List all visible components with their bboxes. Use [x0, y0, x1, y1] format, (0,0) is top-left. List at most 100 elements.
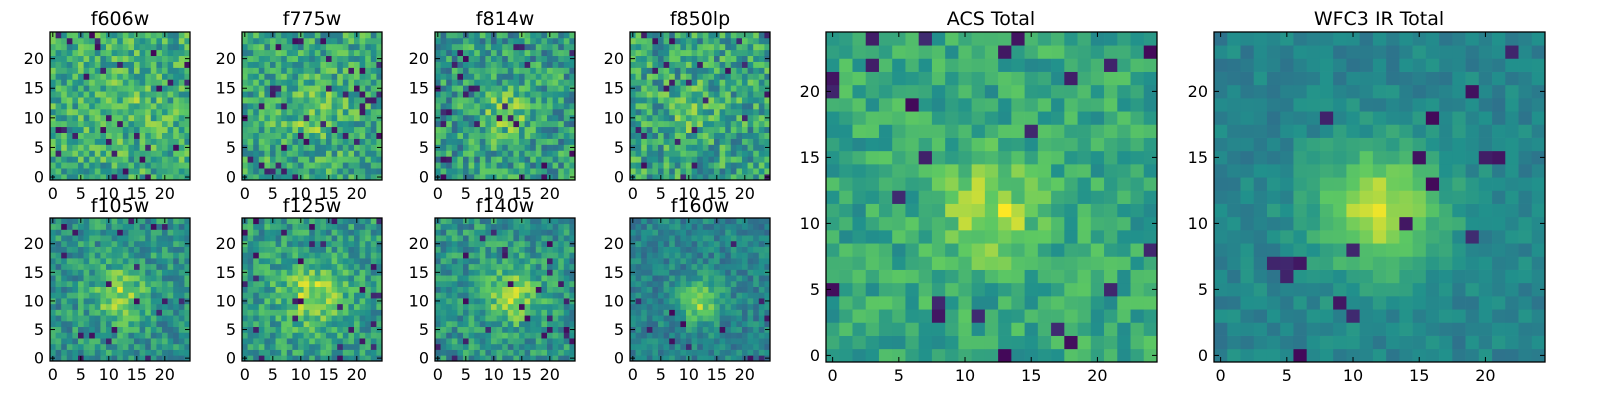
heatmap-cell [530, 144, 537, 151]
heatmap-cell [440, 79, 447, 86]
heatmap-cell [66, 49, 73, 57]
heatmap-cell [764, 303, 771, 310]
heatmap-cell [270, 240, 276, 247]
heatmap-cell [264, 108, 271, 116]
heatmap-cell [519, 120, 525, 128]
heatmap-cell [89, 269, 96, 276]
heatmap-cell [446, 258, 453, 265]
heatmap-cell [674, 126, 681, 133]
heatmap-cell [264, 85, 271, 92]
heatmap-cell [145, 85, 152, 92]
heatmap-cell [314, 97, 321, 104]
heatmap-cell [292, 269, 299, 276]
heatmap-cell [451, 280, 458, 287]
heatmap-cell [55, 156, 62, 163]
heatmap-cell [686, 320, 692, 328]
heatmap-cell [117, 338, 124, 345]
heatmap-cell [258, 156, 265, 163]
heatmap-cell [547, 55, 553, 62]
heatmap-cell [563, 55, 570, 62]
heatmap-cell [156, 67, 163, 74]
heatmap-cell [719, 91, 726, 98]
heatmap-cell [663, 43, 670, 51]
heatmap-cell [563, 79, 570, 86]
heatmap-cell [463, 235, 469, 242]
heatmap-cell [337, 126, 344, 133]
heatmap-cell [314, 223, 321, 230]
heatmap-cell [270, 275, 276, 282]
heatmap-cell [270, 303, 276, 310]
heatmap-cell [258, 343, 265, 350]
heatmap-cell [100, 174, 107, 181]
heatmap-cell [474, 55, 481, 62]
heatmap-cell [247, 292, 254, 299]
heatmap-cell [320, 37, 327, 45]
heatmap-cell [680, 286, 687, 293]
heatmap-cell [286, 275, 293, 282]
heatmap-cell [502, 114, 509, 122]
heatmap-cell [446, 174, 453, 181]
heatmap-cell [658, 286, 664, 293]
heatmap-cell [463, 246, 469, 253]
heatmap-cell [359, 252, 366, 259]
heatmap-cell [376, 43, 383, 51]
heatmap-cell [669, 114, 676, 122]
heatmap-cell [725, 298, 732, 305]
heatmap-cell [725, 280, 732, 287]
heatmap-cell [61, 61, 68, 68]
heatmap-cell [247, 114, 254, 122]
heatmap-cell [292, 332, 299, 339]
heatmap-cell [359, 150, 366, 157]
heatmap-cell [342, 144, 349, 151]
heatmap-cell [686, 108, 692, 116]
heatmap-cell [348, 252, 355, 259]
heatmap-cell [50, 168, 56, 175]
heatmap-cell [725, 343, 732, 350]
heatmap-cell [167, 309, 174, 316]
heatmap-cell [320, 320, 327, 328]
heatmap-cell [150, 218, 157, 225]
heatmap-cell [658, 309, 664, 316]
heatmap-cell [55, 280, 62, 287]
heatmap-cell [513, 67, 520, 74]
heatmap-cell [117, 67, 124, 74]
heatmap-cell [641, 43, 648, 51]
heatmap-cell [365, 332, 372, 339]
heatmap-cell [342, 303, 349, 310]
heatmap-cell [309, 162, 316, 169]
y-tick-label: 5 [419, 320, 429, 339]
heatmap-cell [457, 298, 464, 305]
heatmap-cell [535, 252, 542, 259]
heatmap-cell [674, 55, 681, 62]
heatmap-cell [66, 298, 73, 305]
heatmap-cell [173, 79, 180, 86]
heatmap-cell [359, 114, 366, 122]
heatmap-cell [530, 309, 537, 316]
heatmap-cell [270, 286, 276, 293]
heatmap-cell [100, 235, 107, 242]
heatmap-cell [348, 55, 355, 62]
heatmap-cell [747, 309, 754, 316]
heatmap-cell [331, 303, 338, 310]
heatmap-cell [697, 320, 704, 328]
heatmap-cell [134, 338, 140, 345]
heatmap-cell [106, 37, 112, 45]
heatmap-cell [725, 49, 732, 57]
heatmap-cell [281, 280, 288, 287]
heatmap-cell [72, 218, 79, 225]
heatmap-cell [376, 320, 383, 328]
heatmap-cell [173, 315, 180, 322]
heatmap-cell [106, 168, 112, 175]
heatmap-cell [359, 349, 366, 356]
heatmap-cell [83, 240, 90, 247]
heatmap-cell [61, 103, 68, 110]
heatmap-cell [730, 292, 737, 299]
heatmap-cell [337, 229, 344, 236]
heatmap-cell [519, 332, 525, 339]
heatmap-cell [524, 162, 531, 169]
heatmap-cell [309, 349, 316, 356]
heatmap-cell [747, 343, 754, 350]
heatmap-cell [122, 150, 129, 157]
heatmap-cell [563, 156, 570, 163]
heatmap-cell [292, 138, 299, 145]
